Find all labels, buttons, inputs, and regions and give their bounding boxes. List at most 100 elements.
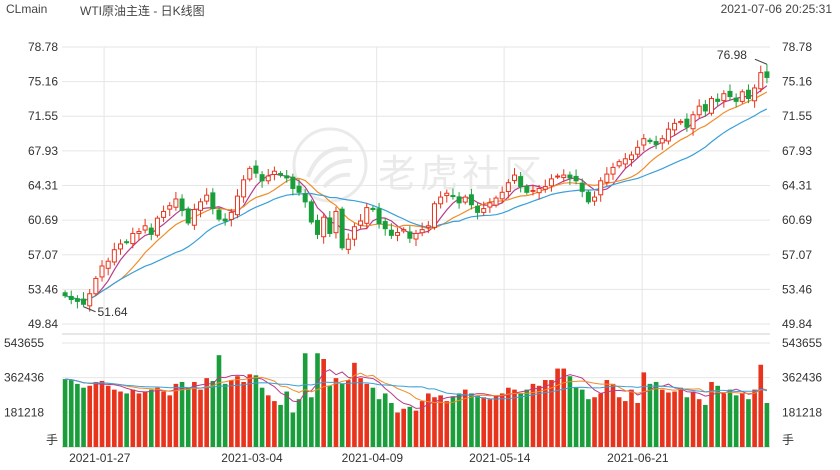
candle-body — [74, 298, 80, 302]
volume-bar — [456, 393, 462, 447]
candle-body — [481, 208, 487, 213]
candle-body — [321, 216, 327, 238]
volume-bar — [475, 395, 480, 447]
candle-body — [561, 174, 567, 179]
candle-body — [684, 118, 690, 128]
volume-bar — [364, 383, 370, 447]
candle-body — [733, 97, 739, 102]
volume-bar — [696, 399, 702, 447]
volume-bars — [62, 353, 770, 447]
y-tick-label-left: 78.78 — [28, 40, 58, 54]
candle-body — [530, 189, 536, 192]
volume-bar — [666, 392, 671, 447]
volume-ma-line — [65, 372, 767, 404]
candle-body — [739, 91, 745, 102]
candle-body — [370, 207, 376, 211]
candle-body — [296, 185, 302, 193]
candle-body — [758, 72, 764, 90]
candle-body — [431, 203, 437, 228]
volume-tick-label-right: 181218 — [782, 405, 822, 419]
candle-body — [715, 98, 721, 102]
candle-body — [216, 209, 222, 220]
volume-bar — [296, 399, 302, 447]
volume-bar — [136, 393, 142, 447]
volume-bar — [567, 376, 573, 447]
candle-body — [401, 229, 407, 232]
volume-bar — [358, 378, 363, 447]
candle-body — [81, 298, 87, 305]
volume-bar — [444, 401, 450, 447]
candle-body — [444, 192, 450, 197]
candle-body — [136, 231, 142, 234]
volume-ma-lines — [65, 369, 768, 409]
candle-body — [702, 104, 708, 112]
candle-body — [358, 220, 364, 226]
candle-body — [745, 89, 751, 99]
candle-body — [672, 122, 678, 131]
candle-body — [696, 105, 702, 116]
candle-body — [154, 217, 160, 236]
volume-bar — [647, 383, 653, 447]
candle-body — [345, 238, 351, 250]
y-tick-label-left: 64.31 — [28, 179, 58, 193]
candle-body — [191, 209, 197, 226]
candle-body — [425, 225, 431, 228]
volume-bar — [192, 381, 197, 447]
volume-bar — [684, 397, 690, 447]
candle-body — [241, 179, 247, 198]
volume-bar — [721, 393, 727, 447]
candle-body — [579, 182, 585, 192]
candle-body — [456, 196, 462, 204]
candle-body — [327, 217, 333, 234]
y-tick-label-right: 49.84 — [782, 317, 812, 331]
volume-bar — [764, 403, 770, 447]
volume-bar — [148, 389, 154, 447]
candle-body — [167, 205, 173, 210]
volume-bar — [185, 387, 191, 447]
volume-bar — [284, 391, 290, 447]
candle-body — [302, 193, 308, 203]
candle-body — [173, 198, 179, 208]
volume-bar — [598, 393, 604, 447]
y-axis-labels-right: 78.78 75.16 71.55 67.93 64.31 60.69 57.07 53.46… — [782, 40, 812, 331]
volume-bar — [462, 389, 468, 447]
volume-bar — [118, 391, 123, 447]
volume-unit-label-left: 手 — [46, 433, 58, 447]
y-tick-label-right: 78.78 — [782, 40, 812, 54]
candle-body — [179, 198, 185, 211]
volume-bar — [235, 376, 240, 447]
volume-bar — [327, 385, 333, 447]
volume-bar — [690, 391, 696, 447]
x-tick-label: 2021-05-14 — [469, 451, 531, 465]
volume-bar — [573, 387, 579, 447]
volume-bar — [432, 397, 437, 447]
y-tick-label-right: 75.16 — [782, 75, 812, 89]
volume-bar — [161, 391, 166, 447]
volume-bar — [635, 403, 640, 447]
candle-body — [598, 180, 604, 196]
volume-bar — [518, 393, 523, 447]
candle-body — [475, 205, 481, 213]
candle-body — [653, 141, 659, 145]
volume-bar — [733, 395, 739, 447]
volume-bar — [561, 368, 567, 447]
volume-bar — [715, 385, 720, 447]
candle-body — [752, 87, 758, 102]
y-tick-label-left: 67.93 — [28, 144, 58, 158]
candle-body — [62, 292, 68, 297]
volume-bar — [616, 397, 622, 447]
symbol-label: CLmain — [6, 2, 48, 16]
candle-body — [105, 260, 111, 269]
chart-title: WTI原油主连 - 日K线图 — [80, 4, 205, 18]
volume-bar — [352, 362, 357, 447]
candle-body — [690, 114, 696, 130]
candle-body — [524, 186, 530, 193]
max-annotation-line — [754, 58, 768, 65]
volume-bar — [210, 381, 216, 447]
candle-body — [567, 174, 573, 179]
candle-body — [407, 231, 413, 239]
candle-body — [234, 195, 240, 216]
volume-ma-line — [65, 378, 768, 400]
volume-bar — [241, 381, 246, 447]
